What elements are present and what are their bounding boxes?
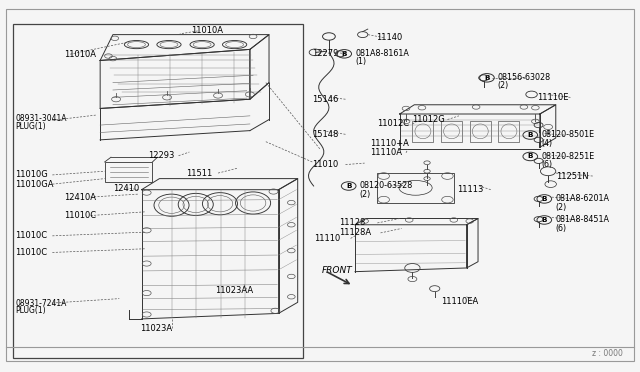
Text: 11511: 11511 — [186, 169, 212, 177]
Bar — [441, 121, 462, 142]
Text: 11010C: 11010C — [15, 231, 47, 240]
Text: 11023AA: 11023AA — [215, 286, 253, 295]
Text: FRONT: FRONT — [321, 266, 352, 275]
Text: (6): (6) — [555, 224, 566, 232]
Text: (2): (2) — [360, 190, 371, 199]
Text: 11110: 11110 — [314, 234, 340, 243]
Text: 12410: 12410 — [113, 184, 139, 193]
Text: PLUG(1): PLUG(1) — [15, 306, 46, 315]
Bar — [13, 23, 303, 358]
Text: B: B — [527, 132, 533, 138]
Text: (6): (6) — [541, 160, 552, 169]
Text: 11010: 11010 — [312, 160, 339, 169]
Text: 11012C: 11012C — [378, 119, 410, 128]
Bar — [470, 121, 491, 142]
Text: 11110+A: 11110+A — [370, 140, 408, 148]
Text: 11113: 11113 — [457, 185, 483, 194]
Text: B: B — [527, 154, 533, 160]
Text: 08120-8501E: 08120-8501E — [541, 130, 595, 139]
Text: 11251N: 11251N — [556, 171, 588, 180]
Text: 08156-63028: 08156-63028 — [498, 73, 551, 82]
Text: B: B — [346, 183, 351, 189]
Text: B: B — [342, 51, 347, 57]
Text: 081A8-8451A: 081A8-8451A — [555, 215, 609, 224]
Text: 15146: 15146 — [312, 95, 339, 104]
Text: 11110EA: 11110EA — [441, 297, 478, 306]
Text: (2): (2) — [498, 81, 509, 90]
Text: 08931-3041A: 08931-3041A — [15, 114, 67, 123]
Text: 11010G: 11010G — [15, 170, 48, 179]
Text: 11128A: 11128A — [339, 228, 371, 237]
Text: 11140: 11140 — [376, 33, 403, 42]
Text: B: B — [541, 217, 547, 223]
Text: 11010A: 11010A — [191, 26, 223, 35]
Text: B: B — [541, 196, 547, 202]
Text: 11010A: 11010A — [64, 50, 96, 59]
Text: 12279: 12279 — [312, 49, 339, 58]
Text: 08120-63528: 08120-63528 — [360, 181, 413, 190]
Text: 11023A: 11023A — [140, 324, 172, 333]
Text: (4): (4) — [541, 139, 552, 148]
Text: 12410A: 12410A — [64, 193, 96, 202]
Text: B: B — [484, 75, 490, 81]
Text: 11128: 11128 — [339, 218, 365, 227]
Text: 11110A: 11110A — [370, 148, 402, 157]
Text: 11110E: 11110E — [537, 93, 568, 102]
Text: 11010C: 11010C — [15, 248, 47, 257]
Bar — [104, 162, 152, 182]
Text: 08931-7241A: 08931-7241A — [15, 299, 67, 308]
Text: 11010C: 11010C — [64, 211, 96, 220]
Text: (1): (1) — [355, 57, 366, 67]
Text: 081A8-8161A: 081A8-8161A — [355, 49, 409, 58]
Text: 11012G: 11012G — [412, 115, 445, 124]
Text: 15148: 15148 — [312, 130, 339, 139]
Text: z : 0000: z : 0000 — [592, 350, 623, 359]
Text: 11010GA: 11010GA — [15, 180, 54, 189]
Bar — [499, 121, 520, 142]
Text: (2): (2) — [555, 202, 566, 212]
Bar — [378, 173, 454, 203]
Text: 08120-8251E: 08120-8251E — [541, 152, 595, 161]
Bar — [412, 121, 433, 142]
Text: 12293: 12293 — [148, 151, 174, 160]
Text: PLUG(1): PLUG(1) — [15, 122, 46, 131]
Text: 081A8-6201A: 081A8-6201A — [555, 194, 609, 203]
